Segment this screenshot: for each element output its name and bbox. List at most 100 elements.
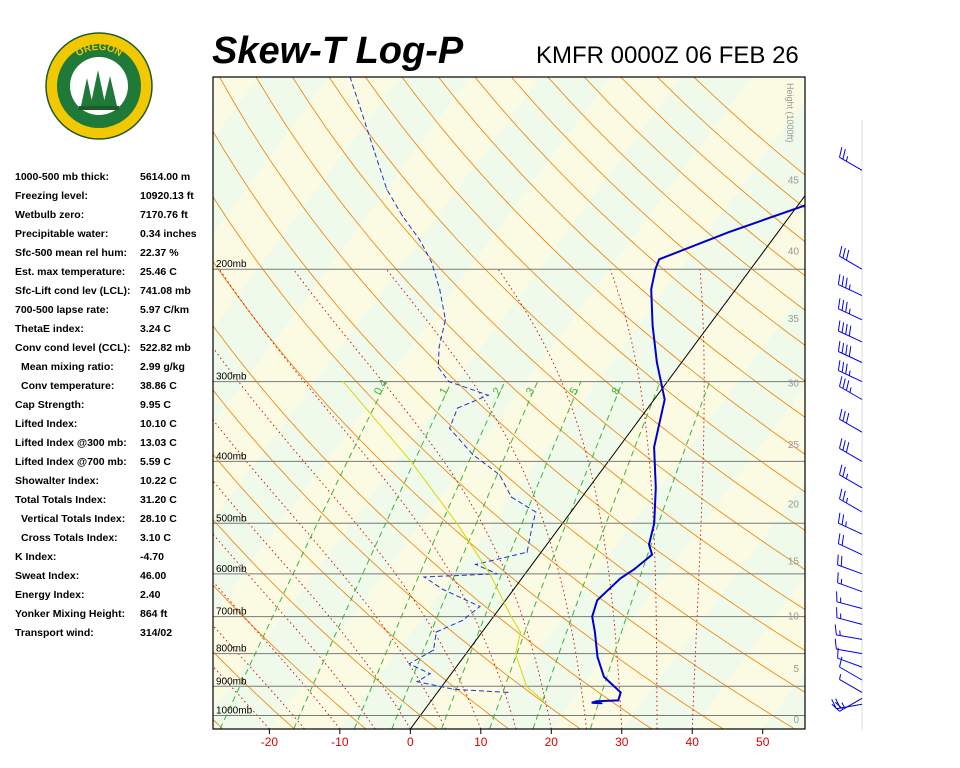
index-row: Lifted Index @300 mb: 13.03 C <box>15 434 215 453</box>
sounding-indices-panel: 1000-500 mb thick: 5614.00 m Freezing leve… <box>15 168 215 643</box>
mixing-ratio-line <box>589 381 711 729</box>
index-value: 10920.13 ft <box>140 190 194 202</box>
isobar-label: 800mb <box>216 644 247 655</box>
index-label: Cross Totals Index: <box>21 532 118 544</box>
temperature-point <box>658 258 660 260</box>
index-row: Sweat Index: 46.00 <box>15 567 215 586</box>
isotherm-band <box>0 77 118 729</box>
dewpoint-point <box>408 663 410 665</box>
wind-barb <box>831 698 863 710</box>
height-tick-label: 0 <box>793 715 799 726</box>
dewpoint-point <box>419 239 421 241</box>
height-tick-label: 15 <box>788 556 800 567</box>
wind-barb <box>837 360 863 383</box>
mixing-ratio-label: 5 <box>568 386 581 397</box>
moist-adiabat <box>497 268 623 729</box>
wind-barb <box>839 438 863 462</box>
moist-adiabat <box>386 268 587 729</box>
index-value: 9.95 C <box>140 399 171 411</box>
dry-adiabat <box>213 518 438 729</box>
index-label: Conv cond level (CCL): <box>15 342 131 354</box>
dewpoint-point <box>479 605 481 608</box>
parcel-point <box>410 460 412 462</box>
index-label: Showalter Index: <box>15 475 100 487</box>
temperature-point <box>619 577 622 580</box>
temperature-point <box>728 231 730 233</box>
index-label: Sfc-Lift cond lev (LCL): <box>15 285 131 297</box>
wind-barb-column <box>831 120 863 730</box>
index-value: 741.08 mb <box>140 285 191 297</box>
height-tick-label: 25 <box>788 440 800 451</box>
mixing-ratio-line <box>391 381 539 729</box>
temperature-point <box>603 676 605 678</box>
x-tick-label: 30 <box>615 735 629 749</box>
wind-barb <box>839 656 863 681</box>
isotherm-band <box>0 77 188 729</box>
temperature-point <box>591 616 593 618</box>
mixing-ratio-line <box>293 381 453 729</box>
dry-adiabat <box>328 77 805 531</box>
dewpoint-point <box>472 453 474 455</box>
index-row: Conv temperature: 38.86 C <box>15 377 215 396</box>
index-value: 38.86 C <box>140 380 177 392</box>
height-tick-label: 35 <box>788 314 800 325</box>
isobar-label: 700mb <box>216 607 247 618</box>
dewpoint-point <box>401 215 403 217</box>
index-value: 3.10 C <box>140 532 171 544</box>
dewpoint-point <box>439 288 441 290</box>
dewpoint-point <box>535 511 537 513</box>
index-label: Sfc-500 mean rel hum: <box>15 247 128 259</box>
dewpoint-point <box>435 631 437 633</box>
index-value: 522.82 mb <box>140 342 191 354</box>
moist-adiabat <box>609 269 658 729</box>
isobar-label: 500mb <box>216 513 247 524</box>
temperature-point <box>652 324 654 327</box>
x-tick-label: 40 <box>686 735 700 749</box>
isobar-label: 200mb <box>216 259 247 270</box>
index-label: Est. max temperature: <box>15 266 126 278</box>
index-label: Sweat Index: <box>15 570 80 582</box>
oregon-forestry-logo: OREGON DEPARTMENT OF FORESTRY <box>45 32 153 140</box>
parcel-point <box>489 573 491 575</box>
mixing-ratio-line <box>353 381 506 729</box>
wind-barb <box>836 591 863 609</box>
x-tick-label: 10 <box>474 735 488 749</box>
wind-barb <box>839 408 863 433</box>
wind-barb <box>837 533 863 556</box>
index-row: Total Totals Index: 31.20 C <box>15 491 215 510</box>
dewpoint-point <box>432 649 435 651</box>
index-value: 13.03 C <box>140 437 177 449</box>
dewpoint-point <box>358 102 360 104</box>
index-row: Conv cond level (CCL): 522.82 mb <box>15 339 215 358</box>
index-row: Yonker Mixing Height: 864 ft <box>15 605 215 624</box>
index-label: 1000-500 mb thick: <box>15 171 109 183</box>
index-row: Sfc-500 mean rel hum: 22.37 % <box>15 244 215 263</box>
index-label: Energy Index: <box>15 589 85 601</box>
height-axis: 0 5 10 15 20 25 30 35 40 45 Height (1000ft) <box>785 83 799 726</box>
index-row: Showalter Index: 10.22 C <box>15 472 215 491</box>
dewpoint-point <box>487 394 489 396</box>
wind-barb <box>839 464 863 489</box>
wind-barb <box>834 624 863 640</box>
dewpoint-point <box>499 474 501 476</box>
height-tick-label: 10 <box>788 611 800 622</box>
temperature-point <box>595 700 598 702</box>
station-time-label: KMFR 0000Z 06 FEB 26 <box>536 42 799 69</box>
index-value: 10.10 C <box>140 418 177 430</box>
index-value: 22.37 % <box>140 247 179 259</box>
dry-adiabat <box>213 389 581 729</box>
wind-barb <box>839 146 863 171</box>
dry-adiabat <box>213 195 795 729</box>
parcel-point <box>525 685 528 687</box>
isobar-label: 600mb <box>216 564 247 575</box>
index-row: Mean mixing ratio: 2.99 g/kg <box>15 358 215 377</box>
index-row: ThetaE index: 3.24 C <box>15 320 215 339</box>
isotherm-band <box>213 77 611 615</box>
dry-adiabat <box>292 77 805 571</box>
wind-barb <box>837 341 863 363</box>
wind-barb <box>837 298 863 321</box>
dry-adiabat <box>213 260 724 729</box>
temperature-point <box>617 699 619 702</box>
index-label: Cap Strength: <box>15 399 85 411</box>
